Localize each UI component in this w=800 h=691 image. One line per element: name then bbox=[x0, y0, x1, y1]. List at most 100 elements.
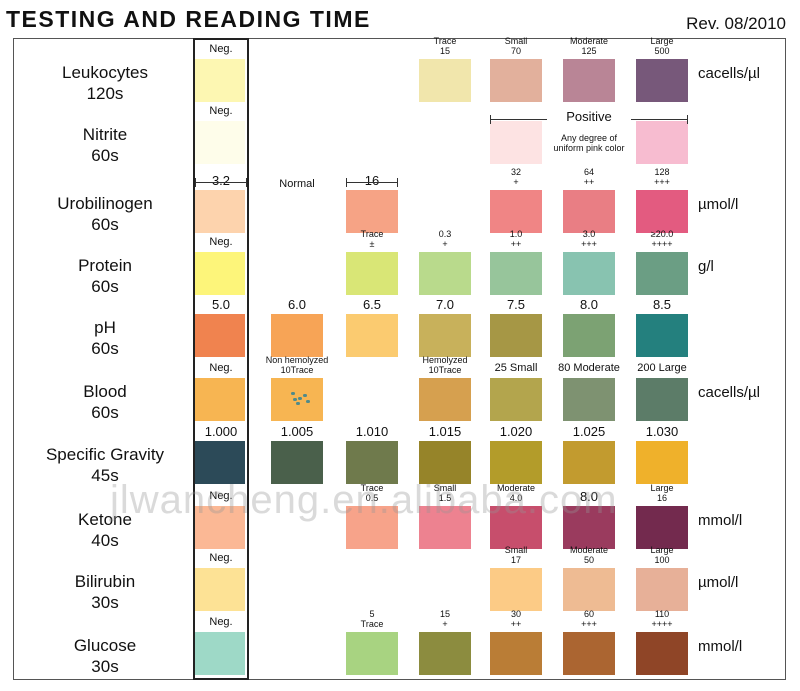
value-label-ph-6: 8.5 bbox=[652, 297, 672, 312]
range-bracket-0 bbox=[195, 178, 247, 187]
color-swatch-bilirubin-4 bbox=[490, 568, 542, 611]
test-name-specific-gravity: Specific Gravity 45s bbox=[20, 444, 190, 486]
test-time-label: 40s bbox=[91, 531, 119, 550]
value-label-protein-0: Neg. bbox=[209, 236, 233, 248]
positive-title: Positive bbox=[547, 110, 631, 123]
color-swatch-ph-4 bbox=[490, 314, 542, 357]
color-swatch-ketone-4 bbox=[490, 506, 542, 549]
revision-label: Rev. 08/2010 bbox=[686, 14, 786, 33]
test-name-ketone: Ketone 40s bbox=[20, 509, 190, 551]
test-time-label: 60s bbox=[91, 403, 119, 422]
test-name-label: Ketone bbox=[78, 510, 132, 529]
color-swatch-protein-6 bbox=[636, 252, 688, 295]
value-label-ketone-3: Small 1.5 bbox=[433, 483, 457, 503]
color-swatch-leukocytes-0 bbox=[195, 59, 245, 102]
value-label-leukocytes-3: Trace 15 bbox=[433, 36, 457, 56]
value-label-ph-5: 8.0 bbox=[579, 297, 599, 312]
value-label-blood-1: Non hemolyzed 10Trace bbox=[265, 355, 329, 375]
color-swatch-glucose-6 bbox=[636, 632, 688, 675]
value-label-urobilinogen-4: 32 + bbox=[510, 167, 521, 187]
value-label-urobilinogen-0: 3.2 bbox=[211, 173, 231, 188]
value-label-specific-gravity-2: 1.010 bbox=[355, 424, 389, 439]
color-swatch-ph-3 bbox=[419, 314, 471, 357]
color-swatch-ph-1 bbox=[271, 314, 323, 357]
test-name-label: Nitrite bbox=[82, 125, 128, 144]
value-label-leukocytes-5: Moderate 125 bbox=[569, 36, 609, 56]
value-label-urobilinogen-1: Normal bbox=[279, 178, 315, 190]
value-label-urobilinogen-2: 16 bbox=[364, 173, 380, 188]
value-label-ketone-6: Large 16 bbox=[650, 483, 674, 503]
unit-label-protein: g/l bbox=[698, 258, 714, 275]
color-swatch-ph-6 bbox=[636, 314, 688, 357]
value-label-protein-3: 0.3 + bbox=[438, 229, 452, 249]
value-label-ph-1: 6.0 bbox=[287, 297, 307, 312]
test-name-label: Bilirubin bbox=[74, 572, 136, 591]
color-swatch-leukocytes-6 bbox=[636, 59, 688, 102]
value-label-ph-0: 5.0 bbox=[211, 297, 231, 312]
speckle-dot bbox=[296, 402, 300, 405]
test-name-ph: pH 60s bbox=[20, 317, 190, 359]
color-swatch-bilirubin-6 bbox=[636, 568, 688, 611]
test-name-label: Leukocytes bbox=[62, 63, 148, 82]
value-label-protein-6: ≥20.0 ++++ bbox=[650, 229, 674, 249]
color-swatch-glucose-5 bbox=[563, 632, 615, 675]
test-name-nitrite: Nitrite 60s bbox=[20, 124, 190, 166]
value-label-protein-4: 1.0 ++ bbox=[509, 229, 523, 249]
test-name-protein: Protein 60s bbox=[20, 255, 190, 297]
value-label-ketone-4: Moderate 4.0 bbox=[496, 483, 536, 503]
speckle-dot bbox=[303, 394, 307, 397]
color-swatch-urobilinogen-2 bbox=[346, 190, 398, 233]
unit-label-urobilinogen: µmol/l bbox=[698, 196, 739, 213]
color-swatch-ph-0 bbox=[195, 314, 245, 357]
test-time-label: 45s bbox=[91, 466, 119, 485]
value-label-glucose-4: 30 ++ bbox=[510, 609, 522, 629]
test-name-urobilinogen: Urobilinogen 60s bbox=[20, 193, 190, 235]
value-label-urobilinogen-5: 64 ++ bbox=[583, 167, 595, 187]
value-label-glucose-3: 15 + bbox=[439, 609, 450, 629]
value-label-blood-0: Neg. bbox=[209, 362, 233, 374]
color-swatch-nitrite-4 bbox=[490, 121, 542, 164]
value-label-blood-4: 25 Small bbox=[494, 362, 538, 374]
color-swatch-ph-5 bbox=[563, 314, 615, 357]
test-time-label: 60s bbox=[91, 277, 119, 296]
color-swatch-nitrite-6 bbox=[636, 121, 688, 164]
range-bracket-1 bbox=[346, 178, 398, 187]
color-swatch-leukocytes-3 bbox=[419, 59, 471, 102]
color-swatch-blood-3 bbox=[419, 378, 471, 421]
value-label-ketone-5: 8.0 bbox=[579, 489, 599, 504]
value-label-protein-2: Trace ± bbox=[360, 229, 384, 249]
unit-label-bilirubin: µmol/l bbox=[698, 574, 739, 591]
color-swatch-specific-gravity-4 bbox=[490, 441, 542, 484]
color-swatch-specific-gravity-5 bbox=[563, 441, 615, 484]
value-label-blood-6: 200 Large bbox=[637, 362, 687, 374]
color-swatch-protein-0 bbox=[195, 252, 245, 295]
value-label-specific-gravity-5: 1.025 bbox=[572, 424, 606, 439]
chart-frame bbox=[13, 38, 786, 680]
value-label-ketone-2: Trace 0.5 bbox=[360, 483, 384, 503]
value-label-glucose-0: Neg. bbox=[209, 616, 233, 628]
value-label-leukocytes-4: Small 70 bbox=[504, 36, 528, 56]
color-swatch-protein-5 bbox=[563, 252, 615, 295]
color-swatch-protein-2 bbox=[346, 252, 398, 295]
color-swatch-ketone-2 bbox=[346, 506, 398, 549]
color-swatch-nitrite-0 bbox=[195, 121, 245, 164]
test-name-leukocytes: Leukocytes 120s bbox=[20, 62, 190, 104]
speckle-dot bbox=[306, 400, 310, 403]
color-swatch-blood-5 bbox=[563, 378, 615, 421]
color-swatch-urobilinogen-4 bbox=[490, 190, 542, 233]
value-label-glucose-5: 60 +++ bbox=[581, 609, 597, 629]
color-swatch-glucose-2 bbox=[346, 632, 398, 675]
value-label-glucose-2: 5 Trace bbox=[360, 609, 384, 629]
value-label-bilirubin-0: Neg. bbox=[209, 552, 233, 564]
test-name-label: Specific Gravity bbox=[45, 445, 165, 464]
color-swatch-specific-gravity-1 bbox=[271, 441, 323, 484]
value-label-leukocytes-0: Neg. bbox=[209, 43, 233, 55]
test-name-blood: Blood 60s bbox=[20, 381, 190, 423]
value-label-blood-3: Hemolyzed 10Trace bbox=[422, 355, 468, 375]
color-swatch-leukocytes-4 bbox=[490, 59, 542, 102]
color-swatch-bilirubin-5 bbox=[563, 568, 615, 611]
value-label-blood-5: 80 Moderate bbox=[558, 362, 620, 374]
value-label-specific-gravity-3: 1.015 bbox=[428, 424, 462, 439]
test-time-label: 120s bbox=[86, 84, 124, 103]
color-swatch-ph-2 bbox=[346, 314, 398, 357]
